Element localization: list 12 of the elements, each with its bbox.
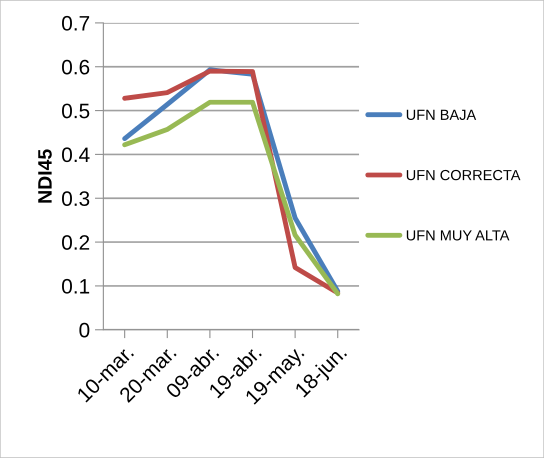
y-tick-label: 0.4 xyxy=(62,147,90,162)
legend-label: UFN CORRECTA xyxy=(406,170,520,180)
y-tick-label: 0.6 xyxy=(62,60,90,74)
y-tick-label: 0 xyxy=(79,322,90,338)
legend-label: UFN MUY ALTA xyxy=(406,230,510,241)
y-axis-title: NDI45 xyxy=(38,149,52,203)
y-tick-label: 0.3 xyxy=(62,191,90,206)
legend-label: UFN BAJA xyxy=(406,110,476,120)
y-tick-label: 0.5 xyxy=(62,104,90,118)
y-tick-label: 0.2 xyxy=(62,235,90,250)
y-tick-label: 0.7 xyxy=(62,16,90,31)
y-tick-label: 0.1 xyxy=(62,278,90,294)
